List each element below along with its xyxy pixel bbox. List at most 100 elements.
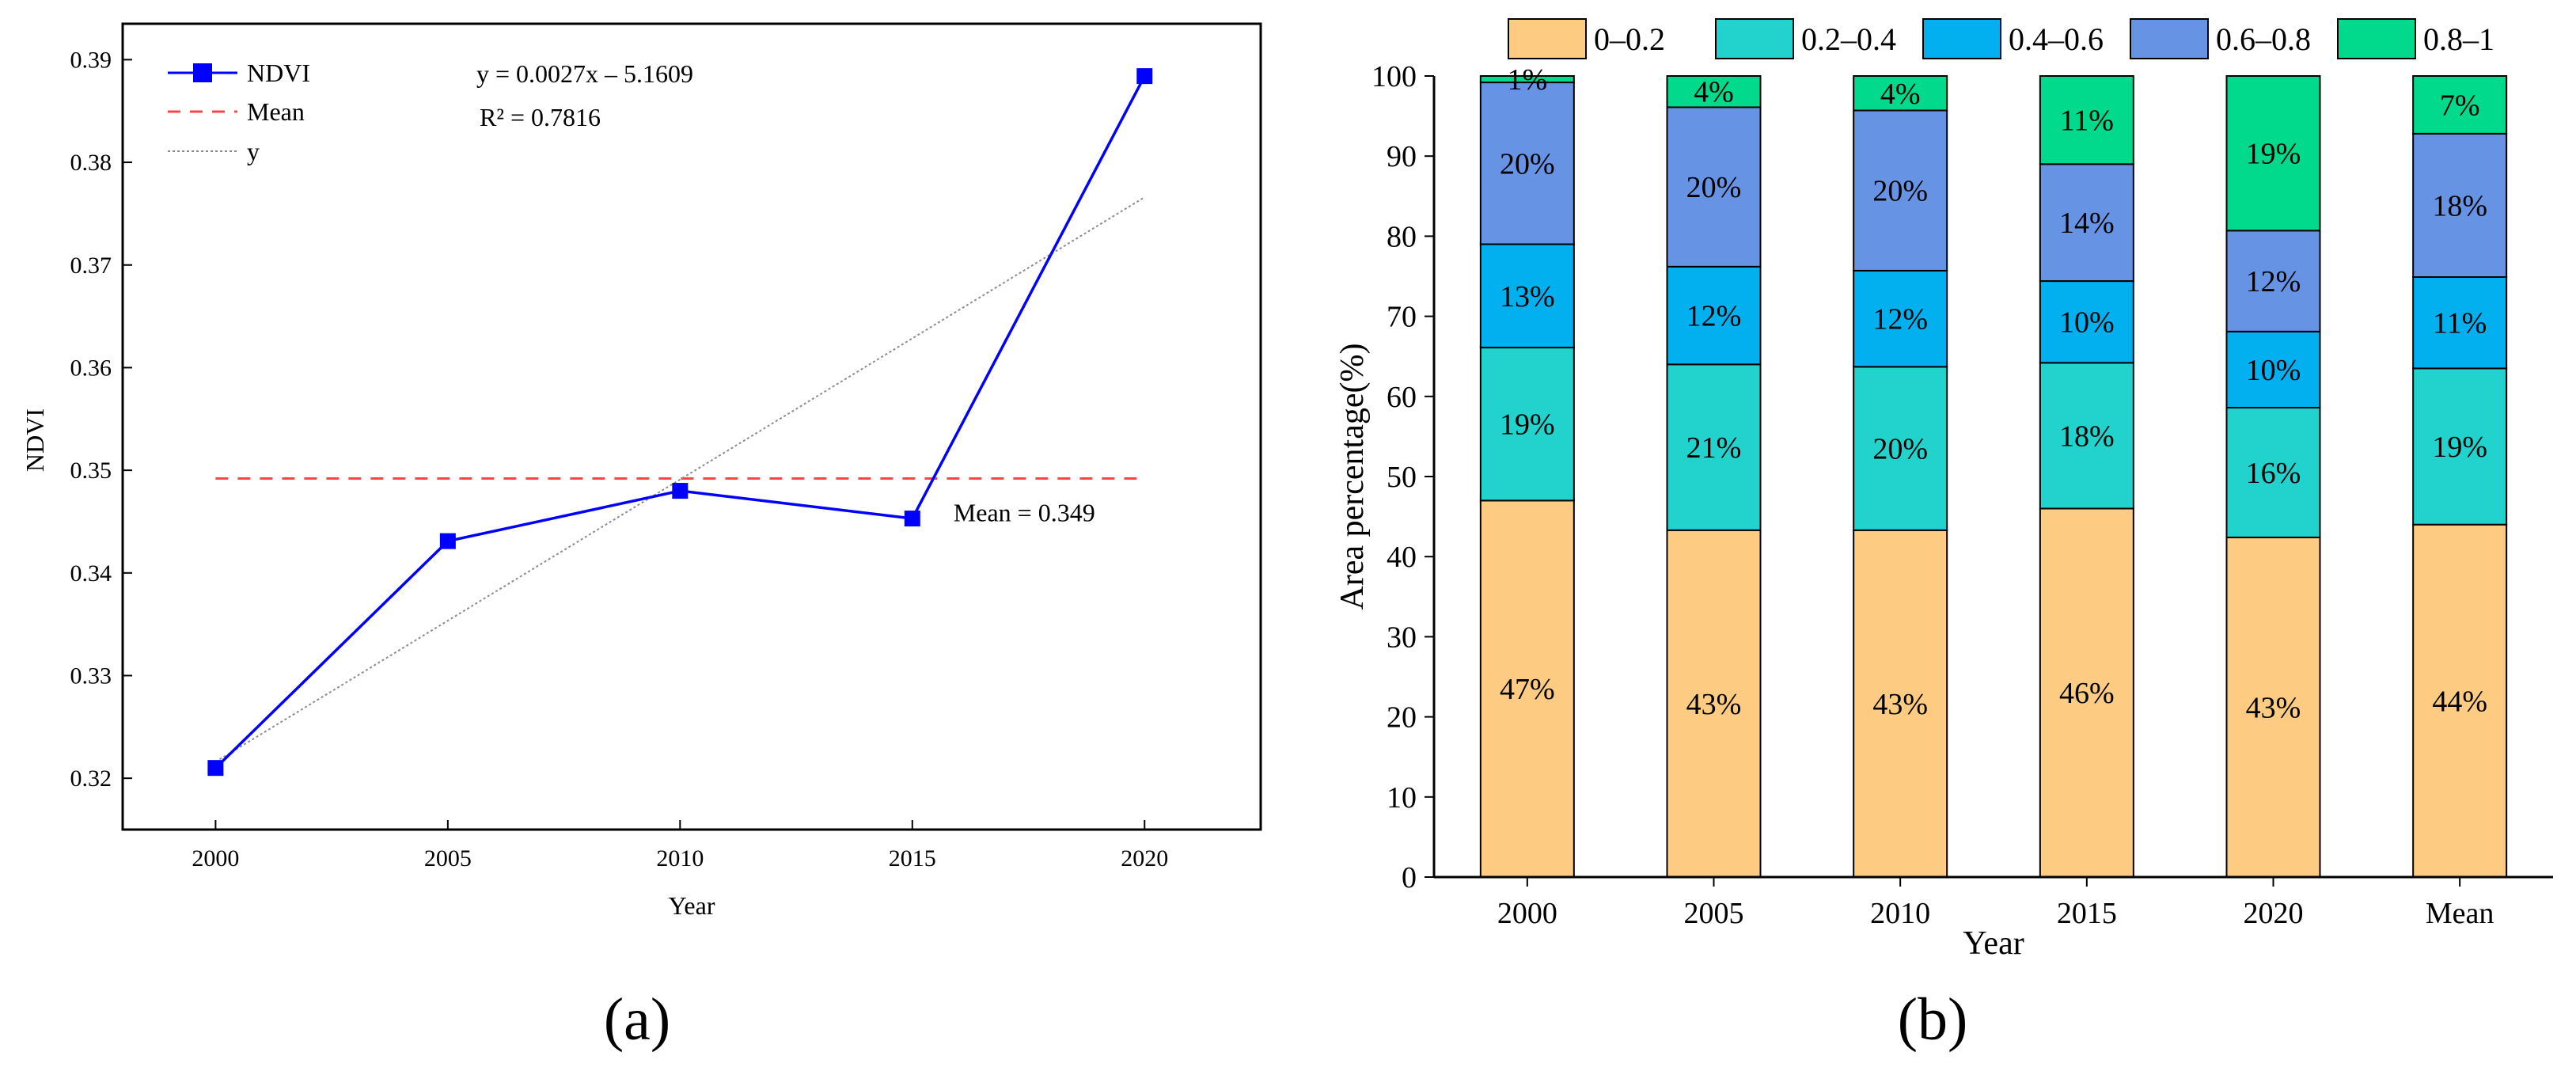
- b-y-tick-label: 10: [1387, 781, 1417, 815]
- legend-label: 0.6–0.8: [2216, 21, 2311, 57]
- b-y-tick-label: 20: [1387, 701, 1417, 735]
- stacked-bar-segment: [1479, 499, 1575, 878]
- a-y-tick-label: 0.37: [70, 253, 112, 279]
- legend-swatch: [1508, 18, 1587, 59]
- segment-percent-label: 12%: [1872, 303, 1928, 336]
- stacked-bar-segment: [1853, 269, 1948, 368]
- fit-line: [214, 196, 1145, 763]
- panel-b-legend: 0–0.2 0.2–0.4 0.4–0.6 0.6–0.8 0.8–1: [1508, 18, 2494, 59]
- stacked-bar-segment: [1666, 106, 1762, 268]
- a-y-tick-label: 0.32: [70, 765, 112, 792]
- legend-label: 0.8–1: [2423, 21, 2494, 57]
- b-x-tick-label: 2005: [1684, 897, 1744, 930]
- b-y-tick-label: 100: [1371, 60, 1417, 93]
- stacked-bar-segment: [2039, 507, 2134, 878]
- legend-label: 0–0.2: [1594, 21, 1665, 57]
- mean-annotation: Mean = 0.349: [954, 498, 1095, 526]
- stacked-bar-segment: [1853, 109, 1948, 272]
- b-x-tick-label: Mean: [2426, 897, 2494, 930]
- legend-swatch: [2337, 18, 2416, 59]
- segment-percent-label: 43%: [2246, 691, 2301, 724]
- segment-percent-label: 10%: [2059, 306, 2115, 340]
- ndvi-point-marker: [1136, 68, 1153, 85]
- stacked-bar-segment: [2225, 536, 2321, 878]
- legend-label: 0.4–0.6: [2009, 21, 2104, 57]
- b-x-tick-label: 2015: [2057, 897, 2117, 930]
- regression-equation: y = 0.0027x – 5.1609: [476, 59, 693, 88]
- legend-fit-label: y: [247, 137, 260, 165]
- legend-swatch: [2130, 18, 2209, 59]
- segment-percent-label: 20%: [1872, 175, 1928, 208]
- ndvi-point-marker: [439, 533, 456, 549]
- b-y-tick-label: 30: [1387, 621, 1417, 654]
- legend-ndvi-label: NDVI: [247, 59, 310, 87]
- regression-r-squared: R² = 0.7816: [480, 103, 601, 131]
- b-y-tick-label: 60: [1387, 381, 1417, 414]
- ndvi-point-marker: [904, 511, 920, 527]
- panel-b-x-axis-title: Year: [1963, 925, 2024, 962]
- segment-percent-label: 20%: [1500, 147, 1555, 180]
- ndvi-point-marker: [207, 760, 224, 777]
- a-x-tick-label: 2015: [889, 845, 936, 872]
- a-y-tick-label: 0.34: [70, 560, 112, 587]
- ndvi-series-line: [214, 75, 1146, 769]
- a-x-tick-label: 2010: [656, 845, 704, 872]
- legend-mean-label: Mean: [247, 97, 305, 126]
- legend-label: 0.2–0.4: [1801, 21, 1896, 57]
- segment-percent-label: 46%: [2059, 677, 2115, 710]
- b-y-tick-label: 50: [1387, 461, 1417, 494]
- a-y-tick-label: 0.36: [70, 355, 112, 381]
- stacked-bar-segment: [1666, 75, 1762, 108]
- panel-a-legend: NDVI Mean y: [168, 59, 310, 165]
- segment-percent-label: 16%: [2246, 457, 2301, 490]
- stacked-bar-segment: [2225, 75, 2321, 232]
- a-y-tick-label: 0.35: [70, 458, 112, 484]
- legend-ndvi-marker-swatch: [193, 63, 212, 82]
- b-y-tick-label: 90: [1387, 140, 1417, 173]
- segment-percent-label: 19%: [2246, 138, 2301, 171]
- stacked-bar-segment: [1479, 243, 1575, 349]
- stacked-bar-segment: [2412, 276, 2508, 370]
- segment-percent-label: 11%: [2433, 307, 2487, 340]
- panel-b-stacked-bar-chart: 0 10 20 30 40 50 60 70 80 90 100 47% 19% 13% 20% 1% 43%…: [1334, 18, 2553, 1053]
- stacked-bar-segment: [2039, 163, 2134, 283]
- b-x-tick-label: 2010: [1870, 897, 1930, 930]
- segment-percent-label: 1%: [1508, 63, 1548, 97]
- stacked-bar-segment: [1666, 265, 1762, 366]
- stacked-bar-segment: [1479, 75, 1575, 84]
- segment-percent-label: 14%: [2059, 207, 2115, 240]
- legend-swatch: [1922, 18, 2001, 59]
- segment-percent-label: 4%: [1694, 76, 1734, 109]
- segment-percent-label: 18%: [2059, 420, 2115, 453]
- panel-a-label: (a): [604, 986, 670, 1053]
- segment-percent-label: 13%: [1500, 280, 1555, 313]
- stacked-bar-segment: [2039, 362, 2134, 510]
- b-x-tick-label: 2020: [2244, 897, 2304, 930]
- segment-percent-label: 19%: [2432, 431, 2487, 464]
- stacked-bar-segment: [2225, 230, 2321, 332]
- stacked-bar-segment: [2412, 523, 2508, 878]
- segment-percent-label: 7%: [2440, 89, 2480, 122]
- b-y-tick-label: 40: [1387, 541, 1417, 574]
- segment-percent-label: 21%: [1686, 431, 1742, 465]
- segment-percent-label: 4%: [1880, 78, 1921, 111]
- segment-percent-label: 19%: [1500, 408, 1555, 442]
- stacked-bar-segment: [2039, 75, 2134, 165]
- a-x-tick-label: 2005: [424, 845, 472, 872]
- stacked-bar-segment: [2412, 75, 2508, 135]
- stacked-bar-segment: [1853, 366, 1948, 531]
- stacked-bar-segment: [1853, 529, 1948, 879]
- b-x-tick-label: 2000: [1497, 897, 1557, 930]
- b-y-tick-label: 70: [1387, 301, 1417, 334]
- panel-b-y-axis-title: Area percentage(%): [1334, 344, 1371, 610]
- segment-percent-label: 47%: [1500, 673, 1555, 706]
- segment-percent-label: 43%: [1686, 688, 1742, 721]
- b-y-tick-label: 0: [1402, 861, 1417, 894]
- panel-a-line-chart: 0.32 0.33 0.34 0.35 0.36 0.37 0.38 0.39 2000 200…: [21, 22, 1262, 1053]
- segment-percent-label: 12%: [1686, 300, 1742, 333]
- stacked-bar-segment: [1666, 363, 1762, 531]
- panel-a-x-axis-title: Year: [669, 891, 715, 920]
- stacked-bar-segment: [2412, 367, 2508, 526]
- a-y-tick-label: 0.38: [70, 150, 112, 176]
